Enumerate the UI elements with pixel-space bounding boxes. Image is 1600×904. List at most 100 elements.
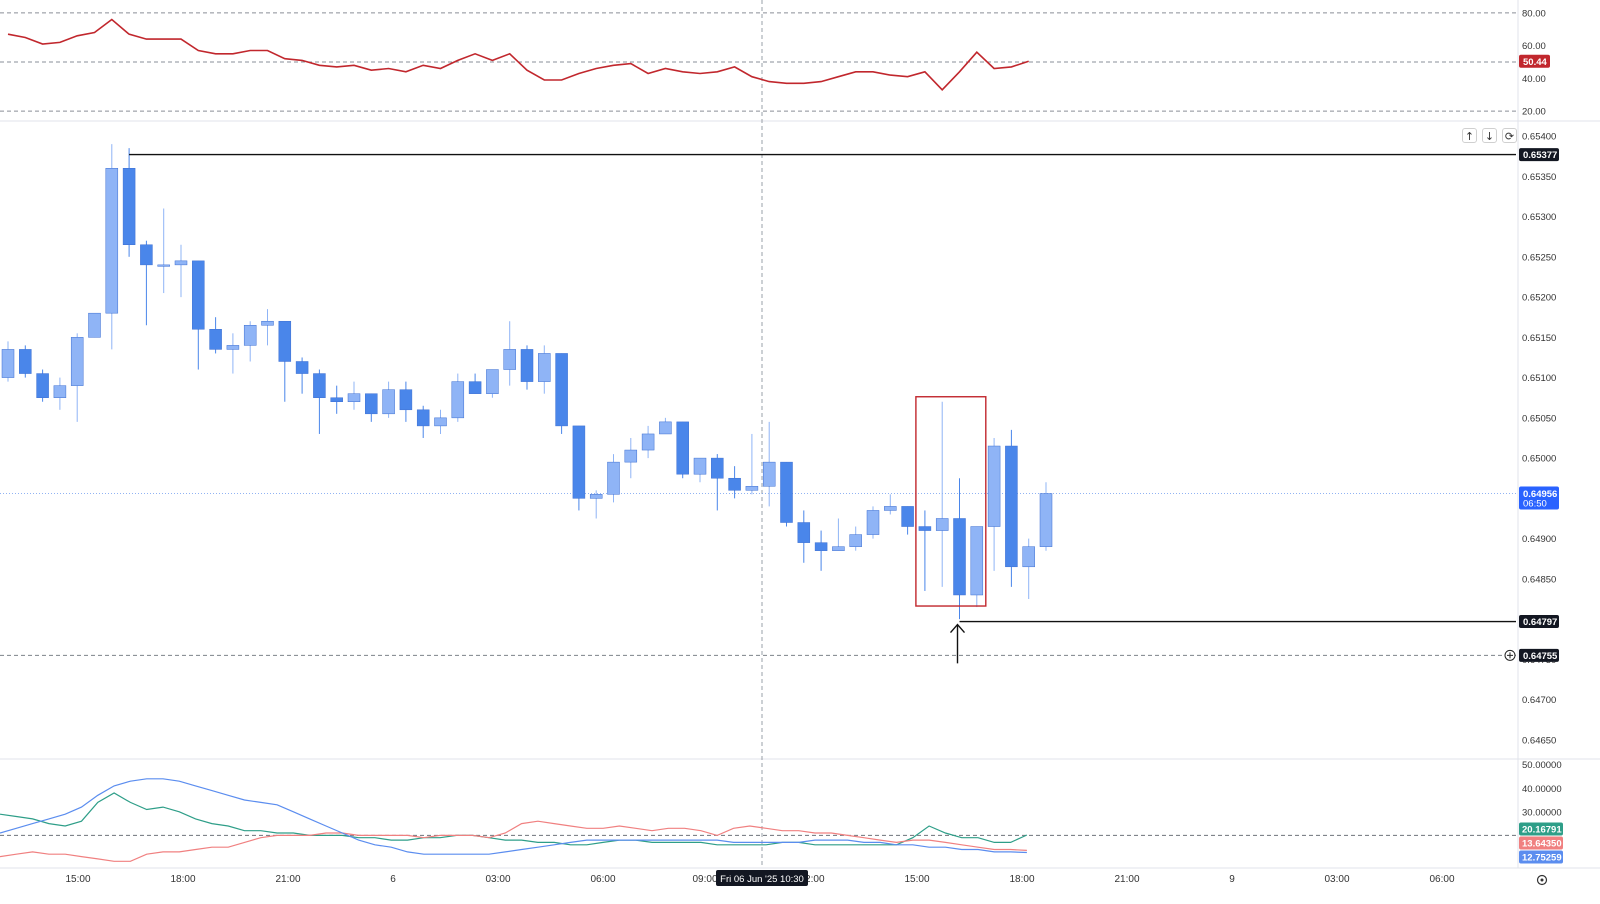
time-tick-label: 6 — [390, 874, 396, 885]
dmi-series-line — [0, 778, 1027, 855]
price-tick-label: 0.65300 — [1522, 212, 1556, 223]
price-tick-label: 0.65350 — [1522, 172, 1556, 183]
candle-body — [36, 373, 49, 398]
arrow-head — [949, 623, 966, 634]
rsi-line — [7, 18, 1029, 91]
price-tick-label: 0.65000 — [1522, 454, 1556, 465]
candle-body — [278, 320, 292, 362]
candle-body — [174, 260, 188, 266]
time-tick-label: 18:00 — [1009, 874, 1034, 885]
time-tick-label: 12:00 — [799, 874, 824, 885]
candle-body — [347, 393, 361, 402]
scroll-down-button[interactable]: ↓ — [1482, 128, 1497, 143]
settings-gear-icon-center — [1540, 878, 1544, 882]
dmi-value-label: 20.16791 — [1522, 825, 1562, 836]
candle-body — [330, 397, 343, 402]
candle-body — [762, 461, 776, 487]
candle-body — [520, 349, 534, 382]
time-tick-label: 03:00 — [485, 874, 510, 885]
candle-body — [901, 506, 914, 527]
reset-chart-button[interactable]: ⟳ — [1502, 128, 1517, 143]
price-tick-label: 0.65100 — [1522, 373, 1556, 384]
candle-body — [832, 546, 845, 551]
candle-body — [209, 329, 222, 350]
dmi-series-line — [0, 792, 1028, 846]
last-price-label: 0.64956 — [1523, 489, 1557, 500]
candle-body — [555, 353, 568, 427]
candle-body — [157, 264, 170, 267]
price-tick-label: 0.65400 — [1522, 132, 1556, 143]
candle-body — [728, 477, 741, 491]
candle-body — [451, 381, 465, 419]
candle-body — [1022, 546, 1035, 568]
dmi-tick-label: 40.00000 — [1522, 784, 1562, 795]
candle-body — [70, 337, 84, 386]
price-tick-label: 0.65050 — [1522, 413, 1556, 424]
rsi-tick-label: 60.00 — [1522, 41, 1546, 52]
candle-body — [676, 421, 689, 475]
candle-body — [918, 526, 932, 531]
candle-body — [468, 381, 482, 394]
rsi-tick-label: 40.00 — [1522, 74, 1546, 85]
countdown-label: 06:50 — [1523, 499, 1547, 510]
candle-body — [434, 417, 447, 427]
candle-body — [572, 425, 586, 499]
candle-body — [538, 353, 551, 382]
dmi-series-line — [0, 820, 1027, 862]
candle-body — [1005, 445, 1018, 568]
rsi-tick-label: 20.00 — [1522, 107, 1546, 118]
candle-body — [365, 393, 378, 415]
time-tick-label: 15:00 — [65, 874, 90, 885]
time-tick-label: 06:00 — [590, 874, 615, 885]
time-tick-label: 03:00 — [1324, 874, 1349, 885]
candle-body — [953, 518, 966, 596]
candle-body — [261, 320, 274, 326]
price-tick-label: 0.64700 — [1522, 695, 1556, 706]
candle-body — [624, 449, 638, 463]
candle-body — [88, 312, 101, 338]
rsi-last-value-label: 50.44 — [1523, 57, 1547, 68]
candle-body — [105, 168, 119, 314]
time-tick-label: 09:00 — [692, 874, 717, 885]
dmi-value-label: 12.75259 — [1522, 853, 1562, 864]
candle-body — [589, 494, 603, 499]
candle-body — [243, 325, 257, 346]
dmi-tick-label: 30.00000 — [1522, 807, 1562, 818]
arrow-up-icon: ↑ — [1464, 130, 1475, 143]
candle-body — [797, 522, 811, 543]
candle-body — [607, 461, 620, 495]
candle-body — [19, 349, 32, 374]
candle-body — [399, 389, 413, 411]
arrow-down-icon: ↓ — [1484, 130, 1495, 143]
dmi-tick-label: 50.00000 — [1522, 760, 1562, 771]
candle-body — [970, 526, 984, 596]
time-tick-label: 15:00 — [904, 874, 929, 885]
candle-body — [295, 361, 309, 374]
candle-body — [226, 345, 240, 350]
scroll-up-button[interactable]: ↑ — [1462, 128, 1477, 143]
candle-body — [53, 385, 67, 398]
crosshair-time-tag — [716, 870, 808, 886]
dmi-value-label: 13.64350 — [1522, 839, 1562, 850]
candle-body — [849, 534, 862, 547]
candle-body — [711, 457, 724, 479]
settings-gear-icon — [1536, 874, 1548, 886]
crosshair-time-label: Fri 06 Jun '25 10:30 — [720, 874, 804, 885]
candle-body — [814, 542, 828, 551]
candle-body — [987, 445, 1001, 527]
candle-body — [382, 389, 395, 415]
candle-body — [416, 409, 430, 427]
candle-body — [313, 373, 326, 398]
price-tick-label: 0.65250 — [1522, 252, 1556, 263]
highlight-box — [915, 396, 987, 607]
candle-body — [1039, 493, 1053, 547]
dmi-value-tag — [1519, 836, 1563, 850]
candle-body — [780, 461, 793, 523]
candle-body — [935, 518, 949, 531]
candle-body — [1, 349, 15, 378]
rsi-tick-label: 80.00 — [1522, 8, 1546, 19]
level-price-tag — [1519, 615, 1559, 629]
candle-body — [866, 510, 880, 535]
time-tick-label: 21:00 — [275, 874, 300, 885]
